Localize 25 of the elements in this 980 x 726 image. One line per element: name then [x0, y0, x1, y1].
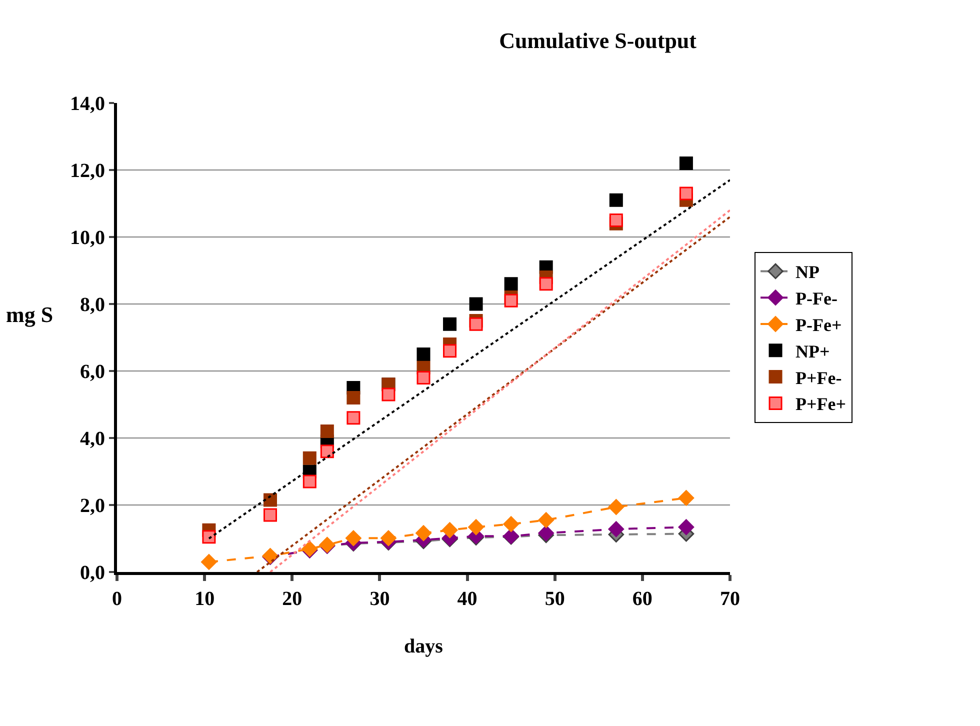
legend-label: P-Fe+	[796, 315, 842, 336]
legend-label: P-Fe-	[796, 288, 838, 309]
y-tick-label: 10,0	[70, 227, 105, 249]
x-tick-label: 20	[282, 588, 302, 610]
legend-label: P+Fe+	[796, 394, 846, 414]
x-tick-label: 30	[370, 588, 390, 610]
x-tick-label: 10	[194, 588, 215, 610]
x-axis-title: days	[404, 636, 444, 658]
y-tick-label: 4,0	[80, 428, 105, 450]
x-tick-label: 0	[112, 588, 122, 610]
y-tick-label: 6,0	[80, 361, 105, 383]
chart-title: Cumulative S-output	[499, 28, 698, 54]
y-tick-label: 8,0	[80, 294, 105, 316]
x-tick-label: 50	[544, 588, 565, 610]
x-tick-label: 70	[720, 588, 740, 610]
y-tick-label: 2,0	[80, 495, 105, 517]
legend-label: NP	[796, 262, 820, 282]
y-tick-label: 0,0	[80, 562, 105, 584]
x-tick-label: 40	[457, 588, 478, 610]
y-tick-label: 12,0	[70, 160, 105, 182]
legend-label: NP+	[796, 341, 830, 362]
y-tick-label: 14,0	[70, 93, 105, 115]
legend-label: P+Fe-	[796, 368, 842, 388]
x-tick-label: 60	[632, 588, 652, 610]
y-axis-title: mg S	[6, 302, 54, 327]
